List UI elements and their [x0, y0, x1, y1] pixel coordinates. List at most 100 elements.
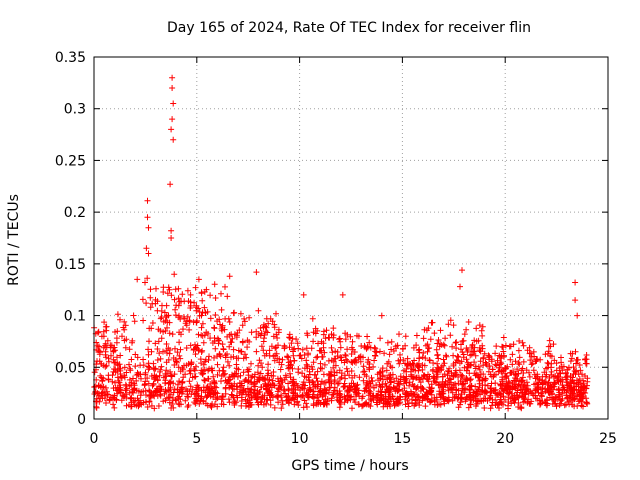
data-point: [518, 404, 525, 411]
data-point: [328, 397, 335, 404]
data-point: [176, 393, 183, 400]
data-point: [380, 403, 387, 410]
data-point: [228, 339, 235, 346]
data-point: [345, 387, 352, 394]
data-point: [210, 373, 217, 380]
data-point: [193, 344, 199, 351]
data-point: [105, 376, 112, 383]
x-tick-label: 10: [291, 431, 309, 447]
data-point: [238, 394, 245, 401]
data-point: [379, 365, 386, 372]
data-point: [310, 329, 317, 336]
data-point: [329, 391, 336, 398]
data-point: [276, 380, 283, 387]
data-point: [169, 401, 176, 407]
data-point: [102, 351, 109, 358]
data-point: [328, 357, 335, 364]
data-point: [484, 382, 491, 389]
data-point: [148, 348, 155, 355]
data-point: [146, 338, 152, 345]
data-point: [233, 361, 240, 368]
data-point: [435, 337, 442, 343]
data-point: [531, 371, 538, 378]
data-point: [513, 378, 520, 385]
data-point: [480, 371, 487, 378]
data-point: [442, 335, 449, 342]
data-point: [487, 405, 494, 412]
data-point: [391, 385, 398, 392]
data-point: [440, 393, 447, 400]
data-point: [106, 396, 113, 403]
data-point: [247, 379, 253, 386]
data-point: [290, 346, 297, 353]
data-point: [542, 373, 549, 380]
data-point: [195, 384, 202, 391]
data-point: [187, 302, 194, 309]
data-point: [387, 363, 394, 370]
data-point: [336, 404, 343, 411]
data-point: [150, 365, 157, 372]
data-point: [383, 398, 390, 405]
data-point: [485, 352, 492, 359]
data-point: [310, 402, 317, 409]
data-point: [401, 385, 408, 392]
data-point: [176, 298, 183, 305]
data-point: [158, 308, 165, 314]
data-point: [476, 344, 483, 351]
data-point: [497, 392, 504, 398]
data-point: [359, 393, 366, 400]
data-point: [342, 336, 349, 343]
data-point: [187, 291, 194, 298]
data-point: [145, 250, 152, 257]
data-point: [397, 356, 404, 363]
data-point: [254, 387, 261, 394]
data-point: [419, 385, 426, 391]
data-point: [157, 327, 164, 334]
data-point: [361, 387, 368, 394]
data-point: [522, 391, 529, 398]
data-point: [238, 348, 244, 355]
data-point: [515, 359, 522, 366]
data-point: [183, 386, 189, 393]
data-point: [168, 227, 175, 234]
data-point: [538, 393, 545, 400]
data-point: [378, 312, 385, 319]
data-points: [91, 74, 591, 412]
data-point: [338, 357, 345, 364]
data-point: [527, 350, 534, 357]
data-point: [173, 302, 180, 309]
data-point: [351, 388, 358, 395]
data-point: [348, 368, 355, 374]
data-point: [343, 356, 350, 363]
data-point: [502, 396, 508, 403]
data-point: [320, 371, 327, 378]
data-point: [205, 375, 212, 382]
data-point: [209, 340, 216, 346]
data-point: [162, 377, 169, 384]
data-point: [143, 392, 149, 398]
data-point: [420, 350, 427, 356]
y-tick-label: 0.15: [55, 257, 86, 273]
data-point: [433, 346, 440, 353]
data-point: [211, 354, 217, 361]
data-point: [413, 342, 420, 349]
data-point: [165, 284, 172, 291]
data-point: [168, 372, 175, 379]
data-point: [314, 327, 321, 334]
x-tick-label: 15: [393, 431, 411, 447]
data-point: [168, 126, 175, 133]
data-point: [299, 385, 306, 392]
data-point: [360, 402, 367, 409]
data-point: [128, 356, 135, 363]
data-point: [456, 367, 463, 374]
data-point: [570, 364, 577, 371]
data-point: [215, 340, 222, 347]
data-point: [95, 382, 102, 389]
data-point: [212, 345, 219, 352]
data-point: [202, 358, 208, 365]
data-point: [559, 390, 566, 397]
data-point: [406, 379, 413, 386]
data-point: [445, 321, 452, 328]
data-point: [119, 333, 125, 340]
